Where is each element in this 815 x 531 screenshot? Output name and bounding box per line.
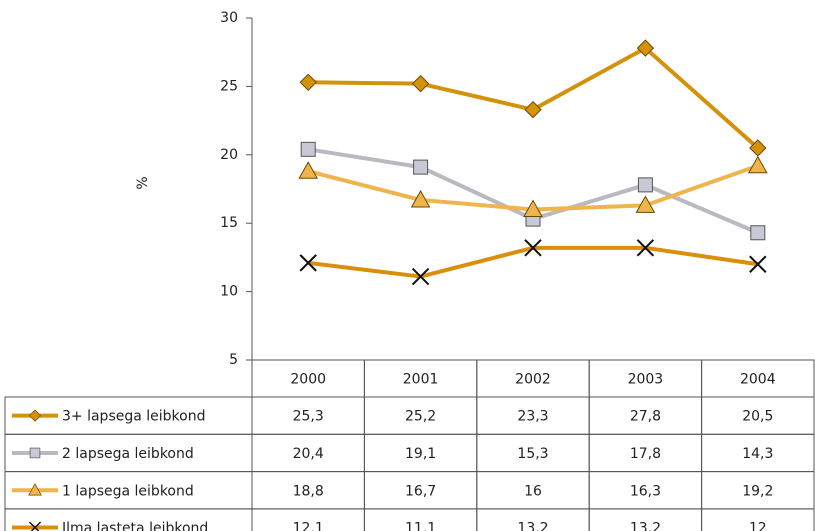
point-marker (524, 239, 542, 257)
point-marker (524, 100, 542, 119)
table-value: 19,2 (742, 483, 773, 499)
legend-label: Ilma lasteta leibkond (62, 521, 208, 531)
point-marker (637, 177, 653, 193)
y-axis-label: % (135, 176, 151, 189)
y-tick-label: 5 (229, 352, 238, 368)
point-marker (298, 161, 319, 179)
point-marker (411, 267, 430, 286)
x-tick-label: 2001 (403, 372, 439, 388)
table-cell (701, 508, 815, 531)
legend-label: 1 lapsega leibkond (62, 483, 194, 499)
y-tick-label: 15 (220, 215, 238, 231)
point-marker (636, 239, 655, 257)
y-tick-label: 20 (220, 147, 238, 163)
table-value: 17,8 (630, 446, 661, 462)
table-value: 16,3 (630, 483, 661, 499)
legend-marker (28, 409, 42, 422)
table-value: 11,1 (405, 521, 436, 531)
y-tick-label: 25 (220, 78, 238, 94)
table-value: 25,2 (405, 409, 436, 425)
legend-label: 2 lapsega leibkond (62, 446, 194, 462)
point-marker (636, 39, 655, 57)
x-tick-label: 2002 (515, 372, 551, 388)
table-value: 23,3 (517, 409, 548, 425)
x-tick-label: 2004 (740, 372, 776, 388)
table-value: 13,2 (517, 521, 548, 531)
point-marker (523, 199, 543, 218)
y-tick-label: 10 (220, 284, 238, 300)
table-value: 12,1 (293, 521, 324, 531)
table-value: 12 (749, 521, 767, 531)
table-value: 13,2 (630, 521, 661, 531)
point-marker (750, 225, 766, 241)
table-value: 18,8 (293, 483, 324, 499)
legend-label: 3+ lapsega leibkond (62, 409, 205, 425)
series-line (308, 46, 760, 150)
table-value: 16 (524, 483, 542, 499)
x-tick-label: 2000 (290, 372, 326, 388)
point-marker (300, 141, 316, 157)
table-value: 15,3 (517, 446, 548, 462)
point-marker (411, 74, 430, 93)
x-tick-label: 2003 (628, 372, 664, 388)
legend-marker (29, 447, 41, 459)
table-value: 20,4 (293, 446, 324, 462)
table-value: 16,7 (405, 483, 436, 499)
point-marker (749, 255, 767, 273)
table-value: 25,3 (293, 409, 324, 425)
point-marker (299, 254, 317, 272)
table-value: 14,3 (742, 446, 773, 462)
table-value: 19,1 (405, 446, 436, 462)
series-line (307, 245, 759, 279)
point-marker (747, 155, 768, 174)
table-value: 20,5 (742, 409, 773, 425)
legend-marker (28, 483, 42, 496)
table-value: 27,8 (630, 409, 661, 425)
legend-marker (28, 521, 42, 531)
point-marker (635, 195, 656, 213)
y-tick-label: 30 (220, 10, 238, 26)
point-marker (410, 189, 431, 208)
point-marker (299, 73, 317, 92)
point-marker (413, 159, 429, 175)
